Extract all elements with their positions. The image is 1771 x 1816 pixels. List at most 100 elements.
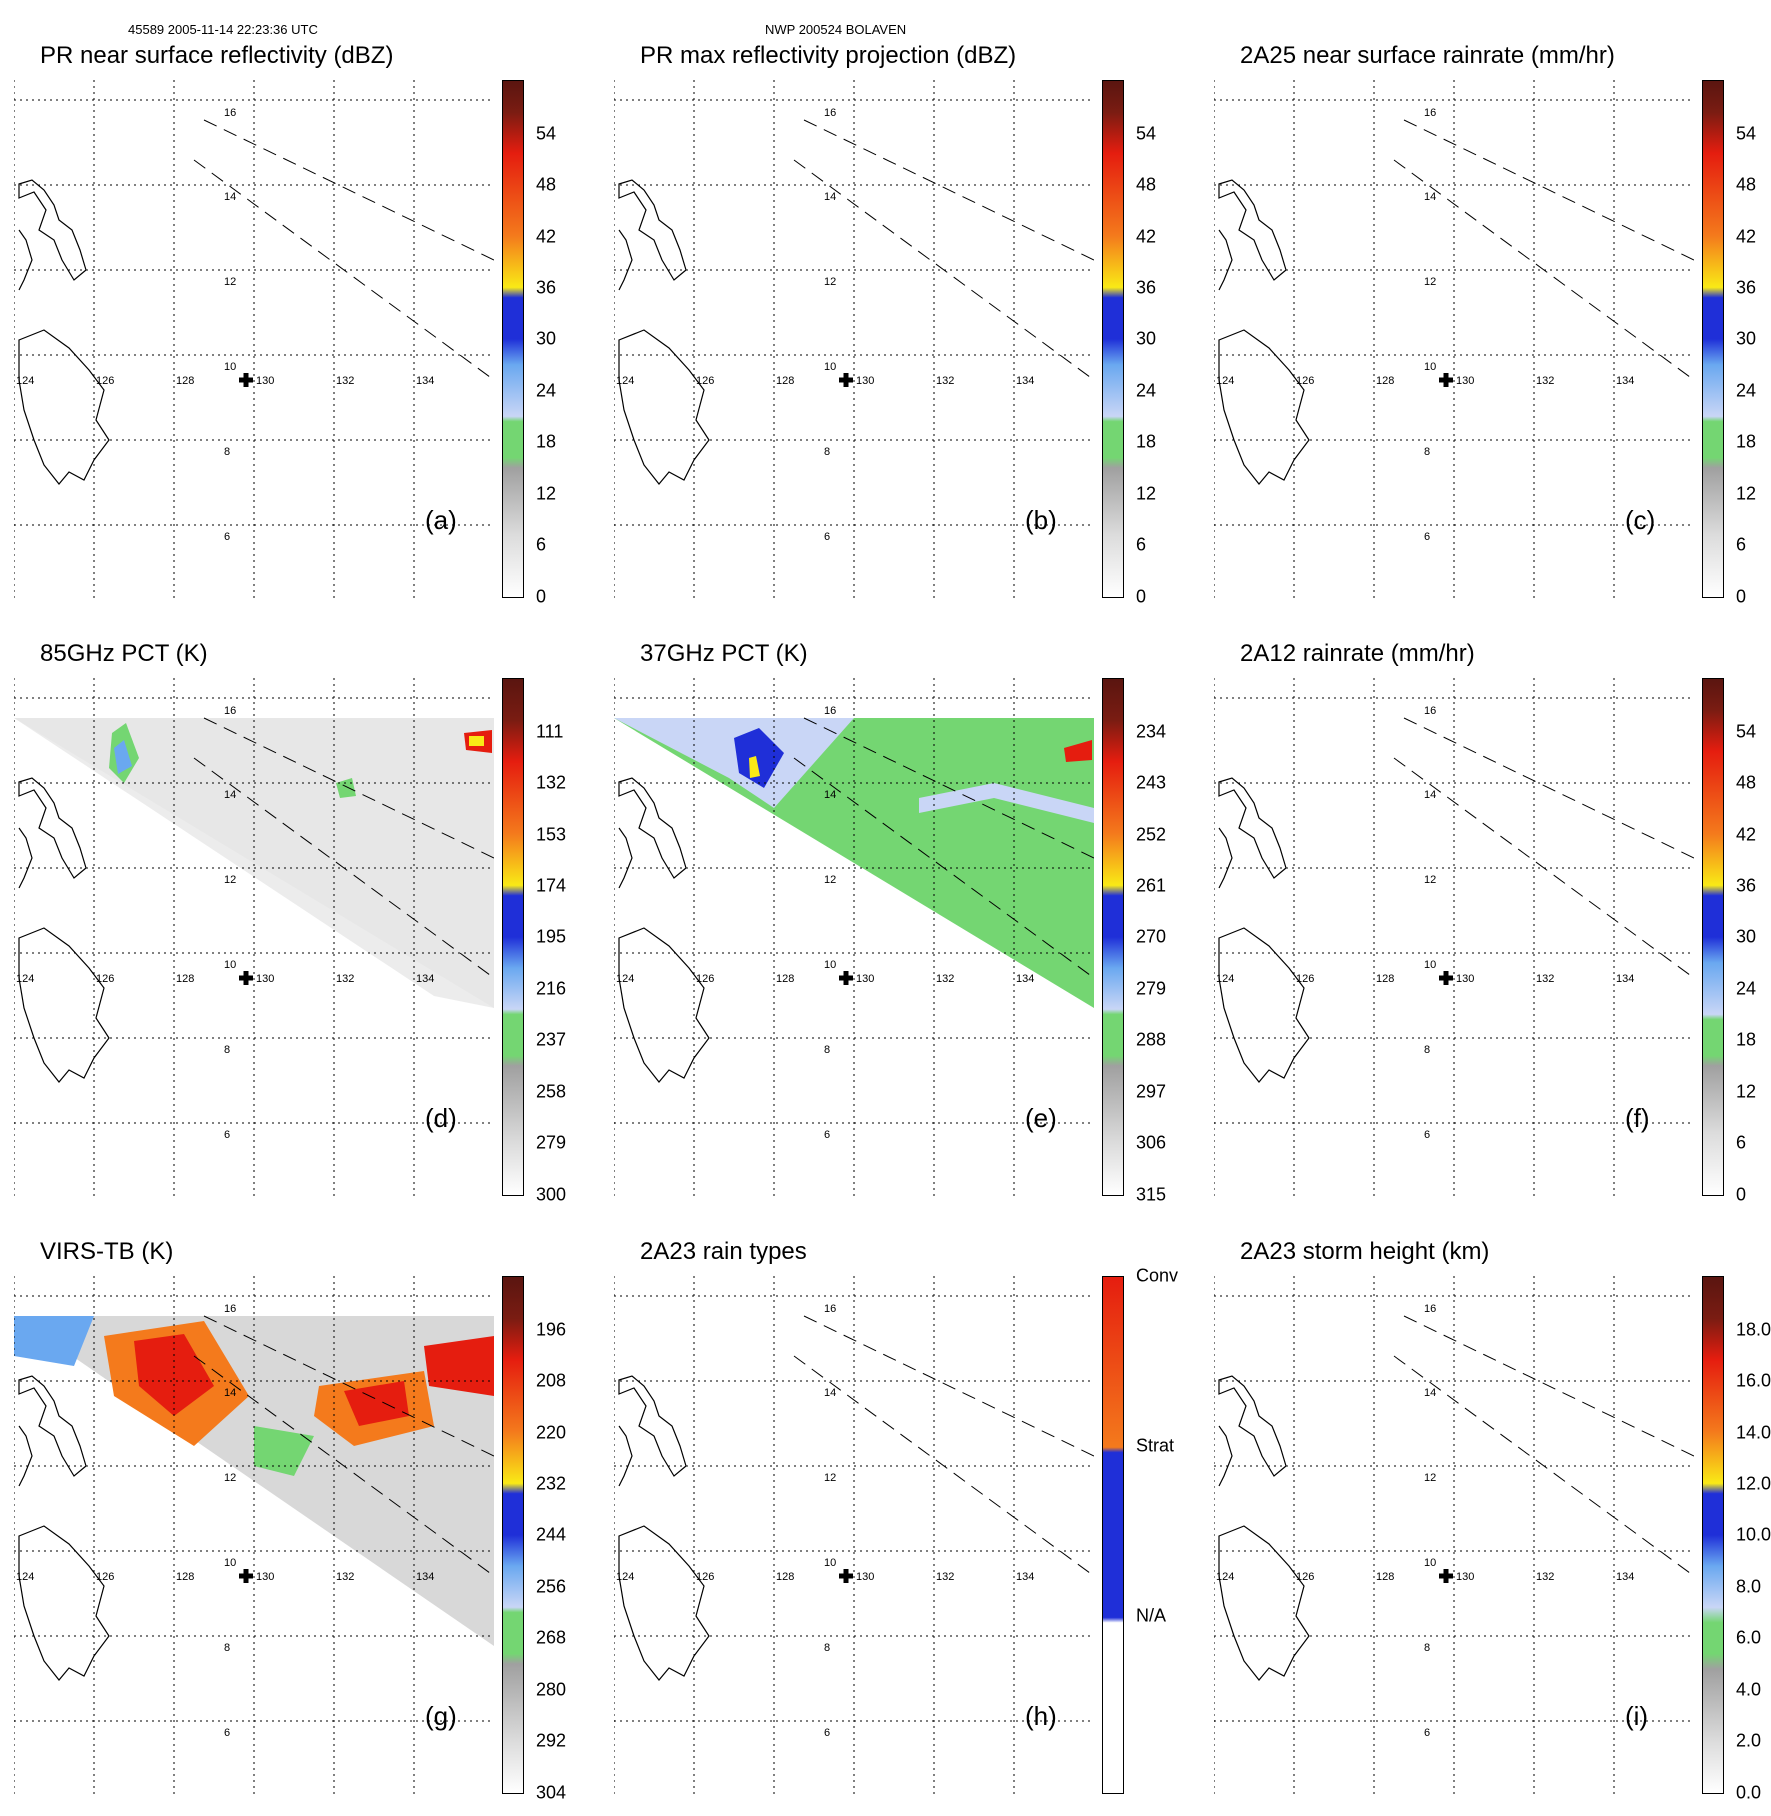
- lat-label: 10: [224, 959, 236, 971]
- lon-label: 134: [416, 1571, 434, 1583]
- colorbar-tick-label: 18: [1136, 431, 1157, 452]
- lat-label: 14: [224, 1387, 236, 1399]
- lat-label: 12: [224, 1472, 236, 1484]
- colorbar-tick-label: 0: [536, 586, 547, 607]
- lon-label: 128: [1376, 1571, 1394, 1583]
- colorbar-tick-label: 30: [1736, 926, 1757, 947]
- map-svg: 124 126 128 130 132 134 16 14 12 10 8 6: [1214, 1276, 1694, 1796]
- map-svg: 124 126 128 130 132 134 16 14 12 10 8 6: [14, 1276, 494, 1796]
- lon-label: 126: [1296, 973, 1314, 985]
- lat-label: 6: [1424, 1727, 1430, 1739]
- map-area: 124 126 128 130 132 134 16 14 12 10 8 6: [614, 1276, 1094, 1796]
- map-svg: 124 126 128 130 132 134 16 14 12 10 8 6: [14, 678, 494, 1198]
- colorbar-tick-label: 24: [1736, 978, 1757, 999]
- colorbar-tick-label: 132: [536, 772, 567, 793]
- lat-label: 16: [224, 705, 236, 717]
- colorbar-tick-label: 36: [1736, 277, 1757, 298]
- lon-label: 124: [616, 973, 634, 985]
- lon-label: 130: [256, 375, 274, 387]
- colorbar-tick-label: 6: [1136, 534, 1147, 555]
- colorbar-tick-label: 234: [1136, 721, 1167, 742]
- colorbar-tick-label: 10.0: [1736, 1524, 1771, 1545]
- colorbar-tick-label: 270: [1136, 926, 1167, 947]
- colorbar-tick-label: 6: [1736, 1132, 1747, 1153]
- lat-label: 16: [824, 107, 836, 119]
- lon-label: 134: [1616, 375, 1634, 387]
- map-area: 124 126 128 130 132 134 16 14 12 10 8 6: [14, 678, 494, 1198]
- panel-title: 85GHz PCT (K): [40, 640, 208, 667]
- lat-label: 8: [224, 1642, 230, 1654]
- lon-label: 124: [16, 1571, 34, 1583]
- colorbar-tick-label: 6: [536, 534, 547, 555]
- map-area: 124 126 128 130 132 134 16 14 12 10 8 6: [614, 678, 1094, 1198]
- colorbar-tick-label: 111: [536, 721, 564, 742]
- colorbar-tick-label: 54: [536, 123, 557, 144]
- map-svg: 124 126 128 130 132 134 16 14 12 10 8 6: [1214, 80, 1694, 600]
- lat-label: 10: [824, 1557, 836, 1569]
- lon-label: 130: [256, 973, 274, 985]
- lat-label: 10: [824, 959, 836, 971]
- lat-label: 10: [1424, 361, 1436, 373]
- lon-label: 132: [1536, 375, 1554, 387]
- colorbar-tick-label: 153: [536, 824, 567, 845]
- colorbar-tick-label: 256: [536, 1576, 567, 1597]
- colorbar-tick-label: 300: [536, 1184, 567, 1205]
- colorbar-tick-label: 288: [1136, 1029, 1167, 1050]
- lon-label: 126: [696, 375, 714, 387]
- orbit-header: 45589 2005-11-14 22:23:36 UTC: [128, 22, 318, 37]
- colorbar: [1702, 678, 1724, 1196]
- colorbar: [502, 678, 524, 1196]
- storm-center-marker: [1439, 373, 1453, 387]
- colorbar-tick-label: 18.0: [1736, 1319, 1771, 1340]
- colorbar-tick-label: 36: [536, 277, 557, 298]
- colorbar-tick-label: 258: [536, 1081, 567, 1102]
- colorbar-tick-label: 30: [1136, 328, 1157, 349]
- lon-label: 126: [696, 1571, 714, 1583]
- lon-label: 126: [1296, 1571, 1314, 1583]
- colorbar-tick-label: 220: [536, 1422, 567, 1443]
- panel-d: 85GHz PCT (K) 124 126 128 130 132 134 16 14 12 10 8…: [0, 638, 600, 1218]
- colorbar-tick-label: 252: [1136, 824, 1167, 845]
- colorbar-tick-label: N/A: [1136, 1605, 1167, 1626]
- colorbar-ticks: 18.0 16.0 14.0 12.0 10.0 8.0 6.0 4.0 2.0 0.0: [1730, 1276, 1771, 1803]
- map-area: 124 126 128 130 132 134 16 14 12 10 8 6: [14, 1276, 494, 1796]
- lon-label: 128: [776, 1571, 794, 1583]
- colorbar-tick-label: 42: [1736, 226, 1757, 247]
- colorbar-tick-label: 244: [536, 1524, 567, 1545]
- colorbar-tick-label: 243: [1136, 772, 1167, 793]
- lon-label: 132: [1536, 1571, 1554, 1583]
- map-area: 124 126 128 130 132 134 16 14 12 10 8 6: [1214, 1276, 1694, 1796]
- lat-label: 16: [824, 1303, 836, 1315]
- lat-label: 10: [1424, 1557, 1436, 1569]
- map-area: 124 126 128 130 132 134 16 14 12 10 8 6: [14, 80, 494, 600]
- lat-label: 8: [1424, 1044, 1430, 1056]
- colorbar-tick-label: 304: [536, 1782, 567, 1803]
- colorbar-ticks: 54 48 42 36 30 24 18 12 6 0: [530, 80, 600, 607]
- lon-label: 134: [1616, 1571, 1634, 1583]
- lat-label: 12: [224, 276, 236, 288]
- colorbar-tick-label: 315: [1136, 1184, 1167, 1205]
- lon-label: 132: [336, 973, 354, 985]
- storm-center-marker: [839, 373, 853, 387]
- colorbar-tick-label: 48: [1736, 174, 1757, 195]
- lat-label: 14: [1424, 191, 1436, 203]
- lon-label: 128: [776, 973, 794, 985]
- lat-label: 14: [224, 191, 236, 203]
- colorbar: [1702, 1276, 1724, 1794]
- lon-label: 134: [1016, 1571, 1034, 1583]
- storm-center-marker: [239, 971, 253, 985]
- colorbar-tick-label: 30: [536, 328, 557, 349]
- lat-label: 8: [1424, 1642, 1430, 1654]
- colorbar-tick-label: 12: [1136, 483, 1157, 504]
- colorbar: [502, 1276, 524, 1794]
- storm-center-marker: [1439, 1569, 1453, 1583]
- lon-label: 128: [176, 973, 194, 985]
- lat-label: 16: [824, 705, 836, 717]
- colorbar-tick-label: 0: [1136, 586, 1147, 607]
- lon-label: 130: [1456, 1571, 1474, 1583]
- colorbar-tick-label: 16.0: [1736, 1370, 1771, 1391]
- lat-label: 14: [824, 191, 836, 203]
- lat-label: 8: [224, 1044, 230, 1056]
- lon-label: 128: [176, 1571, 194, 1583]
- map-svg: 124 126 128 130 132 134 16 14 12 10 8 6: [14, 80, 494, 600]
